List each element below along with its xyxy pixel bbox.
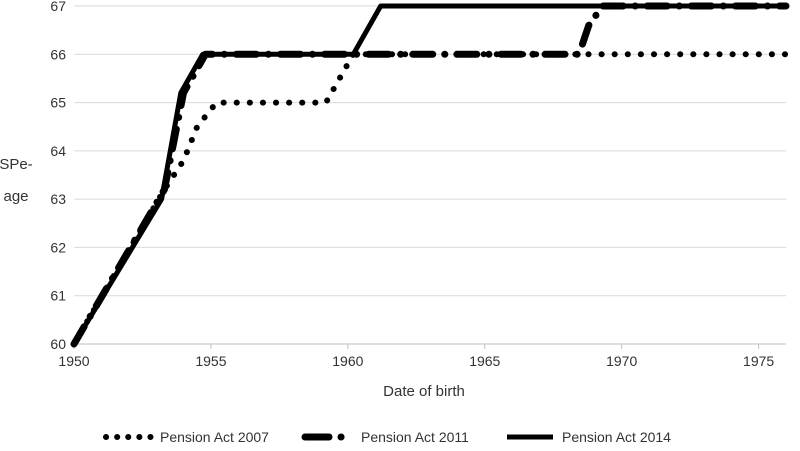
y-axis-title-line-2: age	[3, 188, 28, 205]
x-tick-label: 1975	[743, 353, 774, 369]
legend-label: Pension Act 2011	[361, 429, 469, 445]
y-tick-label: 67	[50, 0, 66, 14]
axis-labels: SPe- age Date of birth	[0, 156, 465, 400]
series-line-pension-act-2014	[71, 3, 786, 346]
x-tick-label: 1950	[58, 353, 89, 369]
series-line-pension-act-2007	[71, 51, 789, 347]
y-tick-label: 61	[50, 288, 66, 304]
y-tick-label: 65	[50, 95, 66, 111]
y-tick-label: 62	[50, 239, 66, 255]
series-lines	[70, 2, 790, 348]
legend-label: Pension Act 2014	[562, 429, 671, 445]
y-axis-title-line-1: SPe-	[0, 156, 33, 173]
x-tick-label: 1970	[606, 353, 637, 369]
x-tick-label: 1965	[469, 353, 500, 369]
legend: Pension Act 2007 Pension Act 2011 Pension …	[103, 429, 671, 445]
y-tick-label: 63	[50, 191, 66, 207]
axes: 60 61 62 63 64 65 66 67 1950 1955 1960 1965 1970 1975	[50, 0, 786, 369]
x-tick-label: 1960	[332, 353, 363, 369]
legend-item: Pension Act 2007	[103, 429, 269, 445]
y-tick-label: 64	[50, 143, 66, 159]
legend-item: Pension Act 2011	[301, 429, 469, 445]
legend-label: Pension Act 2007	[160, 429, 269, 445]
x-axis-title: Date of birth	[383, 383, 465, 400]
y-tick-label: 66	[50, 46, 66, 62]
legend-item: Pension Act 2014	[507, 429, 671, 445]
y-tick-label: 60	[50, 336, 66, 352]
gridlines	[74, 5, 786, 297]
x-tick-label: 1955	[195, 353, 226, 369]
